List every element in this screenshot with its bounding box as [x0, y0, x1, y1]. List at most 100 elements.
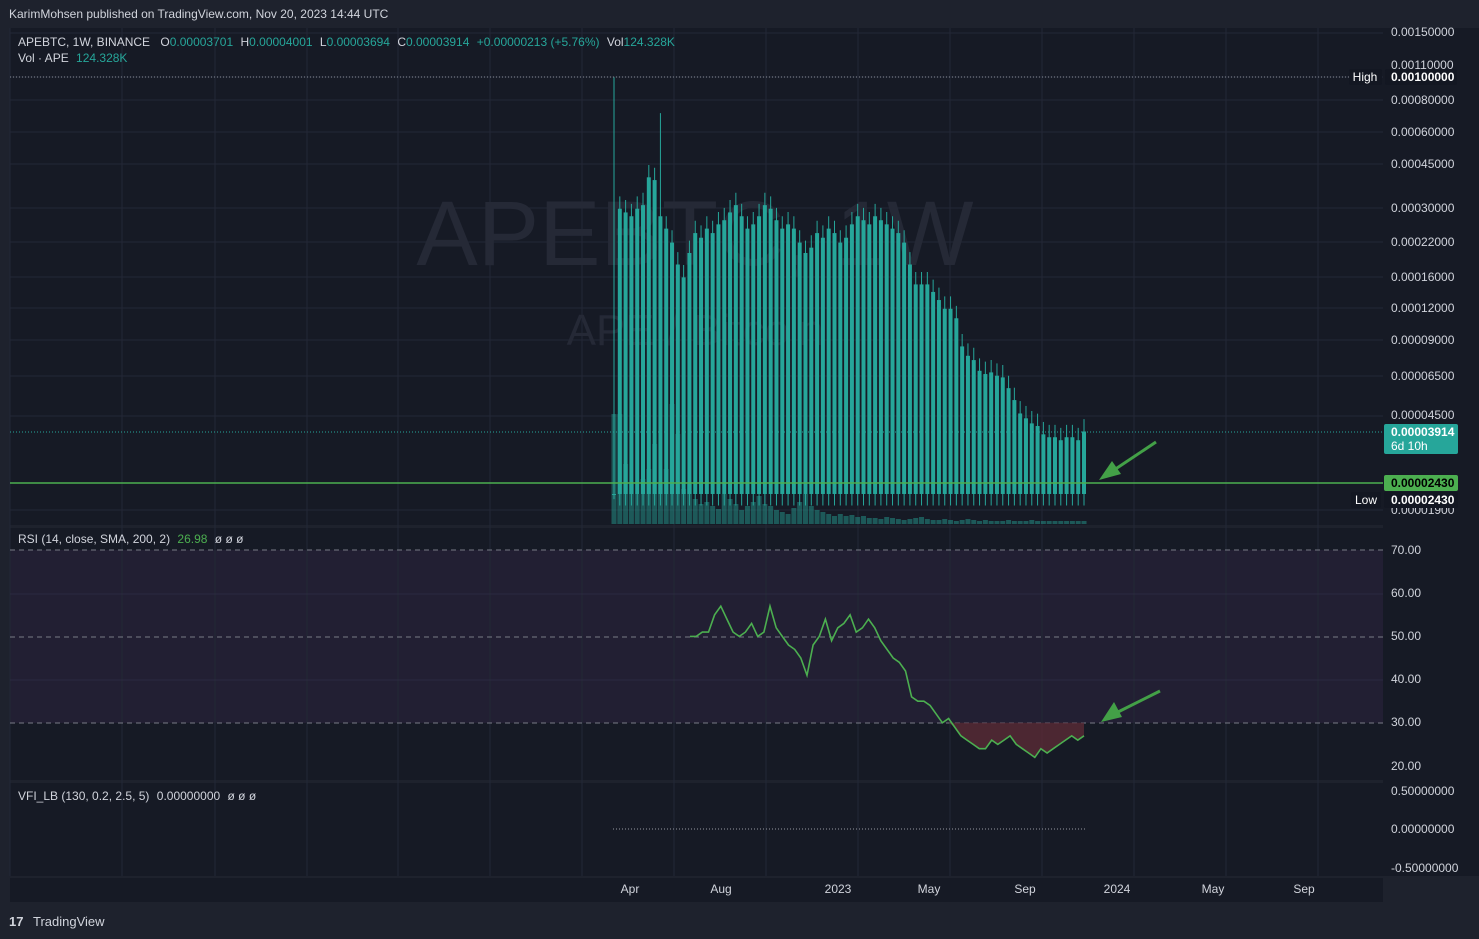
tradingview-logo[interactable]: 17 TradingView [9, 914, 105, 929]
volume-legend-value: 124.328K [76, 51, 127, 65]
volume-bar [861, 516, 867, 524]
volume-bar [988, 521, 994, 524]
volume-bar [1069, 521, 1075, 524]
price-tick-label: 0.00060000 [1391, 125, 1455, 139]
candle-body [942, 308, 947, 494]
candle-body [751, 224, 756, 494]
volume-bar [849, 515, 855, 524]
candle-body [838, 242, 843, 494]
volume-bar [814, 510, 820, 524]
candle-body [739, 216, 744, 494]
volume-bar [744, 506, 750, 524]
candle-body [762, 205, 767, 494]
candle-body [878, 220, 883, 494]
low-label: Low [1355, 493, 1377, 507]
rsi-arrow[interactable] [1101, 689, 1161, 722]
symbol-info: APEBTC, 1W, BINANCE [18, 35, 150, 49]
candle-body [867, 224, 872, 494]
candle-body [1012, 400, 1017, 494]
volume-bar [1023, 521, 1029, 524]
volume-bar [959, 520, 965, 524]
candle-body [960, 346, 965, 494]
change-value: +0.00000213 (+5.76%) [477, 35, 600, 49]
volume-bar [756, 496, 762, 524]
open-value: 0.00003701 [170, 35, 234, 49]
current-price-badge [1384, 424, 1458, 454]
vfi-pane[interactable] [10, 783, 1383, 876]
vfi-tick-label: -0.50000000 [1391, 861, 1459, 875]
low-value: 0.00002430 [1391, 493, 1455, 507]
volume-bar [692, 499, 698, 524]
time-axis-area[interactable] [10, 878, 1383, 902]
candle-body [670, 242, 675, 494]
candle-body [983, 374, 988, 494]
volume-bar [808, 506, 814, 524]
candle-body [635, 208, 640, 494]
vfi-nulls: ø ø ø [228, 789, 257, 803]
vfi-value: 0.00000000 [157, 789, 221, 803]
candle-body [896, 233, 901, 494]
volume-bar [762, 504, 768, 524]
volume-bar [884, 517, 890, 524]
candle-body [826, 228, 831, 494]
price-tick-label: 0.00045000 [1391, 157, 1455, 171]
volume-bar [721, 494, 727, 524]
volume-bar [750, 502, 756, 524]
candle-body [855, 216, 860, 494]
price-arrow[interactable] [1099, 440, 1157, 480]
candle-body [809, 247, 814, 494]
price-tick-label: 0.00009000 [1391, 333, 1455, 347]
candle-body [861, 220, 866, 494]
candle-body [1029, 423, 1034, 494]
volume-bar [866, 518, 872, 524]
price-tick-label: 0.00150000 [1391, 25, 1455, 39]
volume-bar [681, 489, 687, 524]
rsi-value: 26.98 [177, 532, 207, 546]
price-tick-label: 0.00110000 [1391, 58, 1454, 72]
candle-body [832, 233, 837, 494]
rsi-tick-label: 70.00 [1391, 543, 1421, 557]
candle-body [965, 355, 970, 494]
volume-bar [953, 521, 959, 524]
time-tick-label: Apr [621, 882, 640, 896]
price-tick-label: 0.00012000 [1391, 301, 1455, 315]
time-tick-label: 2023 [825, 882, 852, 896]
high-label-legend: H [240, 35, 249, 49]
vfi-axis: 0.50000000 0.00000000 -0.50000000 [1391, 784, 1459, 875]
volume-bar [1035, 521, 1041, 524]
price-tick-label: 0.00030000 [1391, 201, 1455, 215]
volume-bar [1029, 520, 1035, 524]
candle-body [681, 277, 686, 494]
candle-body [849, 224, 854, 494]
volume-bar [831, 516, 837, 524]
volume-bar [837, 514, 843, 524]
rsi-tick-label: 40.00 [1391, 672, 1421, 686]
time-tick-label: Aug [710, 882, 731, 896]
rsi-oversold-fill [690, 722, 1084, 758]
candle-body [1058, 440, 1063, 494]
candle-body [1047, 437, 1052, 494]
volume-bar [1081, 521, 1087, 524]
candle-body [919, 284, 924, 494]
candle-body [774, 220, 779, 494]
rsi-line [690, 603, 1085, 759]
candle-body [710, 233, 715, 494]
volume-bar [901, 520, 907, 524]
volume-legend-label: Vol · APE [18, 51, 69, 65]
volume-bar [733, 504, 739, 524]
volume-bar [698, 504, 704, 524]
volume-bar [919, 517, 925, 524]
support-line-badge [1384, 475, 1458, 491]
price-tick-label: 0.00080000 [1391, 93, 1455, 107]
volume-bar [797, 502, 803, 524]
rsi-tick-label: 30.00 [1391, 715, 1421, 729]
volume-bar [791, 508, 797, 524]
price-axis: 0.00150000 0.00110000 0.00080000 0.00060000… [1391, 25, 1455, 517]
open-label: O [160, 35, 169, 49]
volume-bar [820, 512, 826, 524]
candle-body [757, 216, 762, 494]
candle-body [1006, 388, 1011, 494]
candle-body [728, 212, 733, 494]
candle-body [664, 228, 669, 494]
